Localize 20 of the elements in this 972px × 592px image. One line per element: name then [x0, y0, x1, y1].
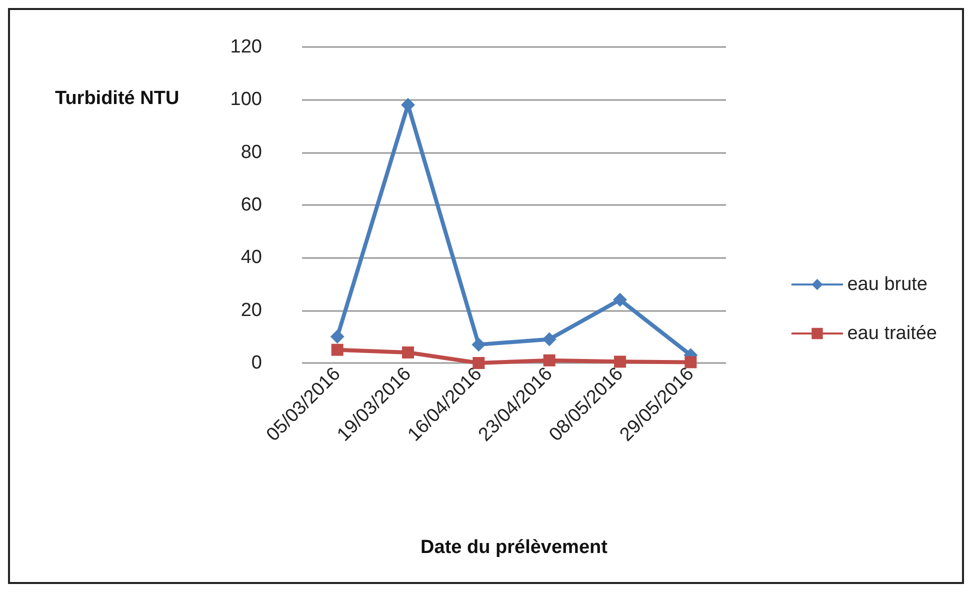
y-tick-label: 120	[230, 36, 262, 58]
point	[542, 332, 556, 346]
y-tick-label: 0	[251, 352, 262, 374]
point	[330, 330, 344, 344]
point	[402, 346, 414, 358]
point	[614, 356, 626, 368]
point	[543, 354, 556, 366]
point	[331, 344, 344, 356]
point	[613, 292, 627, 307]
y-tick-label: 40	[240, 247, 262, 268]
legend-label: eau brute	[847, 274, 928, 295]
y-tick-label: 80	[240, 142, 262, 163]
x-axis-title: Date du prélèvement	[420, 537, 608, 558]
point	[472, 338, 486, 352]
y-tick-label: 20	[240, 300, 262, 321]
y-tick-label: 60	[240, 194, 262, 216]
point	[684, 356, 697, 368]
y-axis-title: Turbidité NTU	[55, 88, 180, 109]
y-tick-label: 100	[230, 89, 262, 110]
legend-label: eau traitée	[847, 323, 938, 344]
